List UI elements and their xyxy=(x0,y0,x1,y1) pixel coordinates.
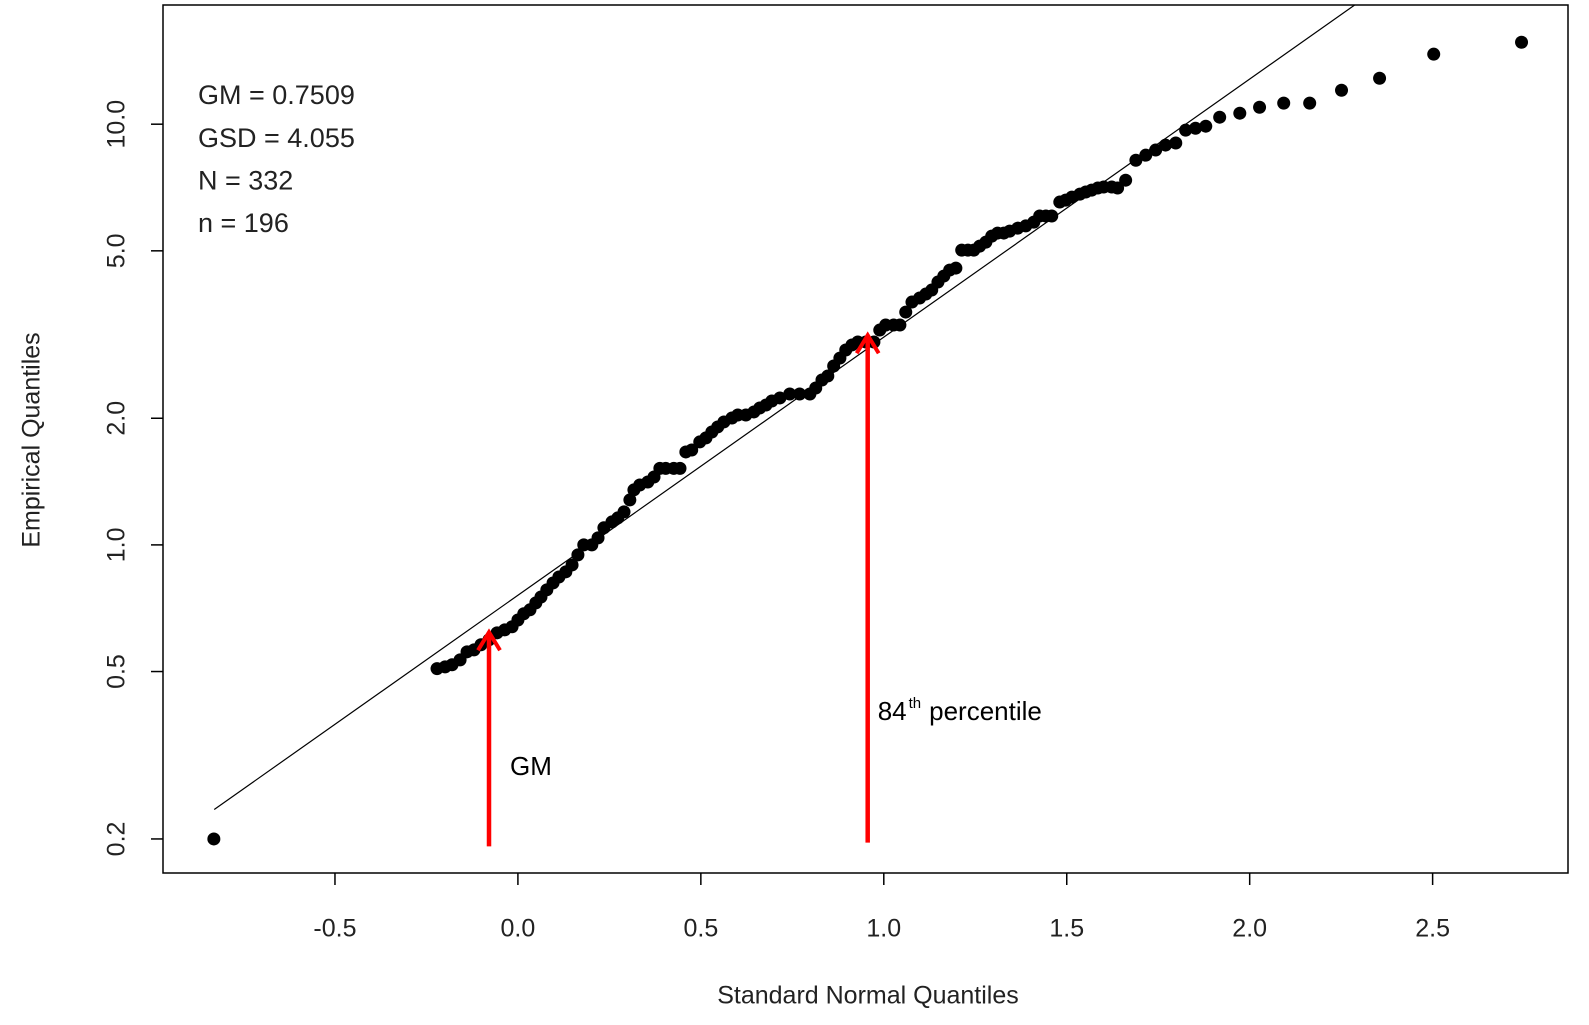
x-tick-label: -0.5 xyxy=(313,915,356,943)
data-point xyxy=(1303,96,1317,110)
data-point xyxy=(899,305,913,319)
arrow-head xyxy=(854,331,881,355)
data-point xyxy=(773,391,787,405)
arrow-label-part: 84 xyxy=(878,696,907,726)
data-point xyxy=(893,318,907,332)
x-tick-label: 2.5 xyxy=(1415,915,1450,943)
x-tick-label: 0.5 xyxy=(683,915,718,943)
data-point xyxy=(793,387,807,401)
arrow-label-part: percentile xyxy=(929,696,1042,726)
y-axis-title: Empirical Quantiles xyxy=(18,332,46,547)
data-point xyxy=(1373,71,1387,85)
data-point xyxy=(1169,136,1183,150)
arrow-label: GM xyxy=(510,751,552,781)
data-point xyxy=(685,443,699,457)
data-point xyxy=(1189,121,1203,135)
data-point xyxy=(673,461,687,475)
x-tick-label: 0.0 xyxy=(501,915,536,943)
data-point xyxy=(1427,47,1441,61)
data-point xyxy=(1213,110,1227,124)
plot-frame xyxy=(162,4,1569,874)
data-point xyxy=(1111,181,1125,195)
data-point xyxy=(949,261,963,275)
x-tick-label: 2.0 xyxy=(1232,915,1267,943)
y-tick-label: 2.0 xyxy=(103,401,131,436)
data-point xyxy=(1253,100,1267,114)
y-tick-label: 0.2 xyxy=(103,822,131,857)
data-point xyxy=(1129,153,1143,167)
x-tick-label: 1.0 xyxy=(866,915,901,943)
data-point xyxy=(1335,83,1349,97)
data-point xyxy=(1045,209,1059,223)
data-point xyxy=(1119,173,1133,187)
stat-label: N = 332 xyxy=(198,166,293,196)
data-point xyxy=(565,558,579,572)
arrow-label-part: GM xyxy=(510,751,552,781)
data-point xyxy=(1149,143,1163,157)
data-point xyxy=(821,369,835,383)
data-point xyxy=(783,387,797,401)
data-point xyxy=(207,832,221,846)
data-point xyxy=(1199,119,1213,133)
y-tick-label: 10.0 xyxy=(103,100,131,149)
y-tick-label: 0.5 xyxy=(103,654,131,689)
y-tick-label: 1.0 xyxy=(103,528,131,563)
y-tick-label: 5.0 xyxy=(103,233,131,268)
plot-area xyxy=(207,5,1529,846)
stat-label: GM = 0.7509 xyxy=(198,80,355,110)
x-tick-label: 1.5 xyxy=(1049,915,1084,943)
data-point xyxy=(571,548,585,562)
stat-label: n = 196 xyxy=(198,208,289,238)
data-point xyxy=(591,531,605,545)
data-point xyxy=(1179,123,1193,137)
data-point xyxy=(1277,96,1291,110)
data-point xyxy=(623,493,637,507)
arrow-head xyxy=(476,628,502,652)
arrow-label-part: th xyxy=(909,695,922,712)
data-point xyxy=(1515,35,1529,49)
data-point xyxy=(617,505,631,519)
stat-label: GSD = 4.055 xyxy=(198,123,355,153)
data-point xyxy=(1159,138,1173,152)
data-point xyxy=(1139,148,1153,162)
x-axis-title: Standard Normal Quantiles xyxy=(717,982,1019,1010)
data-point xyxy=(1233,106,1247,120)
